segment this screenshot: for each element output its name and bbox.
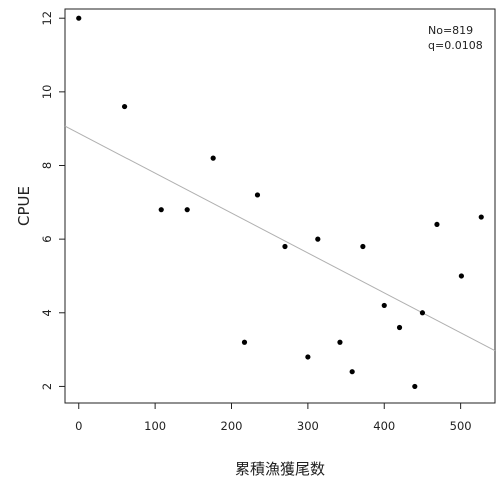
data-points bbox=[76, 15, 484, 390]
y-tick-label-12: 12 bbox=[40, 11, 54, 26]
data-point-17 bbox=[419, 310, 426, 316]
data-point-1 bbox=[76, 15, 82, 21]
y-tick-label-10: 10 bbox=[40, 85, 54, 100]
data-point-18 bbox=[434, 221, 440, 228]
y-tick-label-6: 6 bbox=[40, 235, 54, 242]
plot-frame bbox=[64, 8, 496, 404]
y-axis-title: CPUE bbox=[15, 186, 33, 226]
y-axis: 2 4 6 8 10 12 bbox=[40, 11, 65, 390]
data-point-15 bbox=[396, 324, 403, 331]
annotation-sample-size: No=819 bbox=[428, 24, 473, 37]
y-tick-label-8: 8 bbox=[40, 162, 54, 169]
data-point-13 bbox=[360, 243, 366, 250]
data-point-20 bbox=[478, 214, 484, 220]
data-point-6 bbox=[241, 339, 248, 345]
data-point-9 bbox=[305, 354, 311, 360]
annotation-q: q=0.0108 bbox=[428, 39, 483, 52]
y-tick-label-4: 4 bbox=[40, 309, 54, 316]
data-point-7 bbox=[254, 192, 261, 198]
data-point-4 bbox=[184, 207, 190, 213]
x-axis: 0 100 200 300 400 500 bbox=[75, 403, 472, 433]
data-point-5 bbox=[210, 155, 216, 161]
x-tick-label-200: 200 bbox=[221, 419, 243, 433]
y-tick-label-2: 2 bbox=[40, 383, 54, 390]
regression-line bbox=[64, 125, 496, 352]
x-tick-label-300: 300 bbox=[297, 419, 319, 433]
data-point-12 bbox=[349, 369, 355, 375]
data-point-3 bbox=[158, 207, 164, 213]
data-point-2 bbox=[121, 103, 128, 110]
x-tick-label-500: 500 bbox=[450, 419, 472, 433]
data-point-19 bbox=[458, 273, 464, 279]
data-point-14 bbox=[381, 302, 387, 309]
x-tick-label-0: 0 bbox=[75, 419, 82, 433]
x-tick-label-400: 400 bbox=[373, 419, 395, 433]
data-point-8 bbox=[282, 243, 288, 250]
data-point-11 bbox=[337, 339, 343, 345]
data-point-10 bbox=[315, 236, 321, 242]
x-tick-label-100: 100 bbox=[144, 419, 166, 433]
data-point-16 bbox=[412, 383, 418, 390]
x-axis-title: 累積漁獲尾数 bbox=[235, 460, 325, 477]
